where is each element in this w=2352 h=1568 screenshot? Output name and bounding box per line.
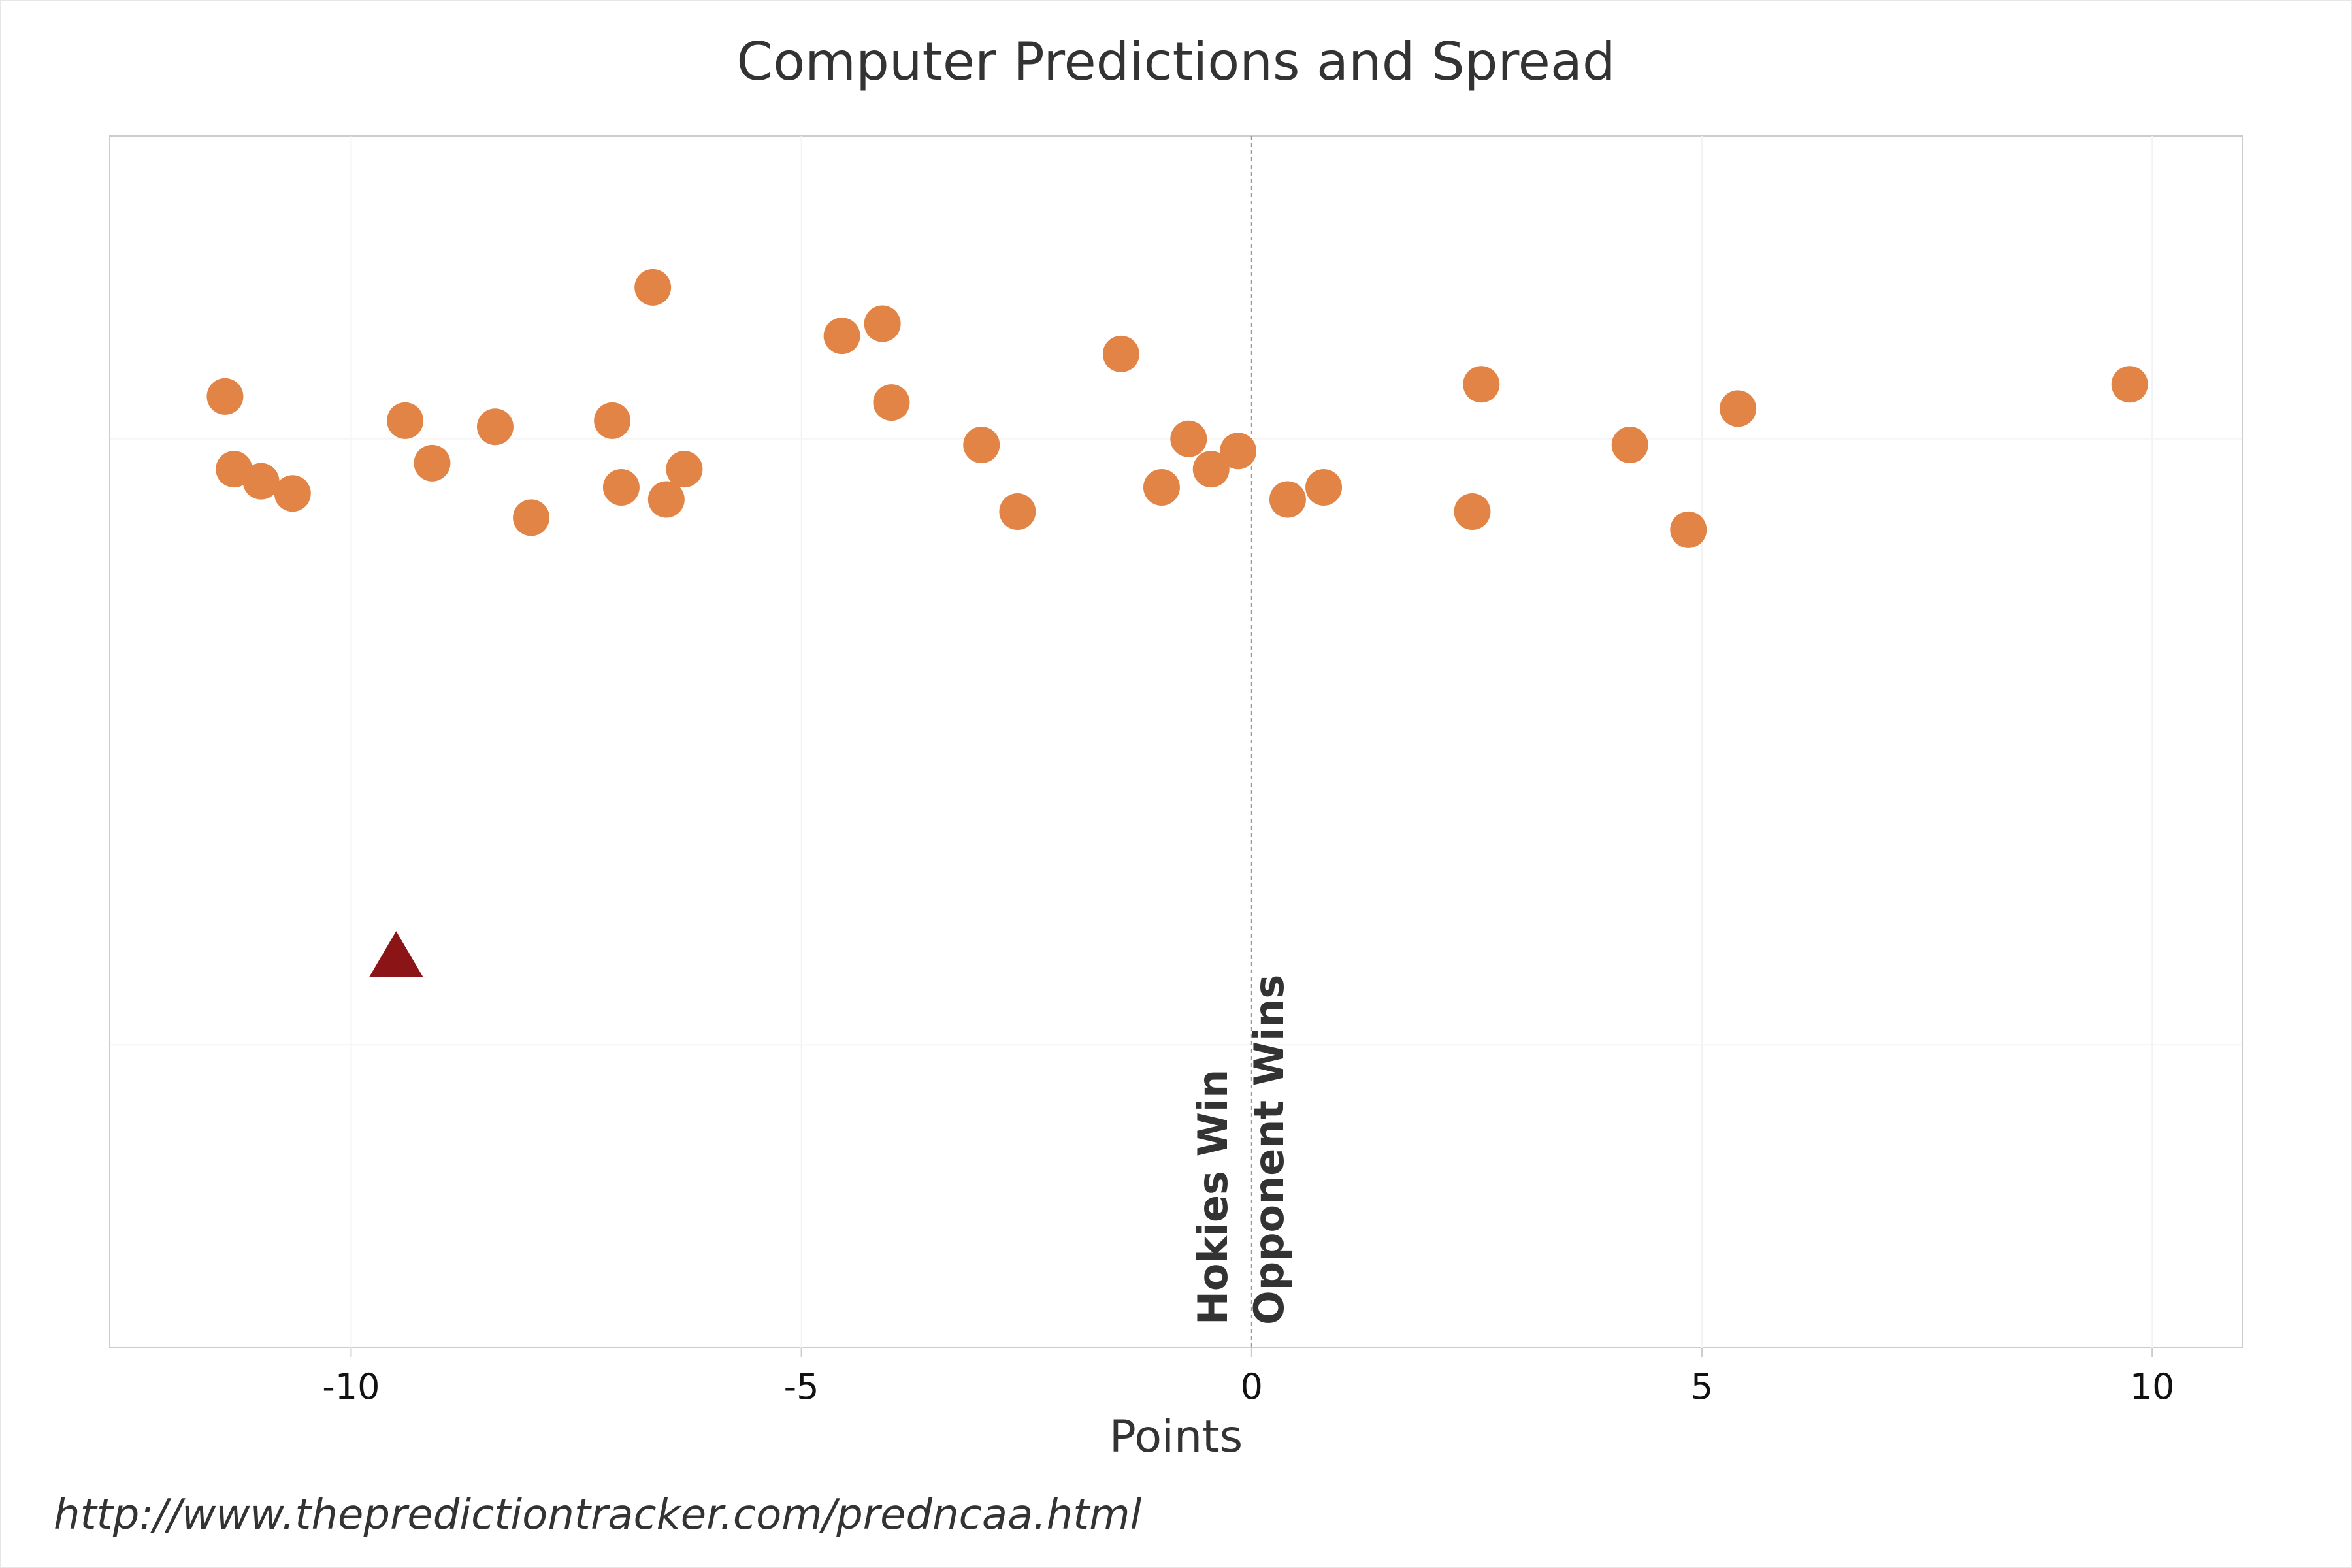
data-point	[1220, 433, 1257, 470]
x-tick-label: -5	[784, 1366, 819, 1407]
data-point	[1611, 427, 1648, 464]
data-point	[1670, 511, 1707, 548]
source-url[interactable]: http://www.thepredictiontracker.com/pred…	[54, 1491, 1142, 1539]
plot-area-border	[109, 135, 2243, 1348]
data-point	[2111, 366, 2148, 403]
data-point	[1102, 335, 1139, 372]
data-point	[1463, 366, 1500, 403]
data-point	[476, 408, 514, 446]
x-tick-label: -10	[322, 1366, 380, 1407]
data-point	[647, 481, 685, 518]
data-point	[963, 427, 1000, 464]
spread-marker	[369, 931, 423, 977]
data-point	[864, 305, 901, 342]
data-point	[1170, 420, 1207, 457]
data-point	[1720, 390, 1757, 427]
data-point	[999, 493, 1036, 531]
data-point	[594, 402, 631, 439]
data-point	[242, 463, 280, 500]
data-point	[823, 318, 860, 355]
data-point	[1143, 468, 1180, 506]
data-point	[602, 468, 640, 506]
data-point	[274, 475, 311, 512]
x-axis-title: Points	[1109, 1411, 1243, 1463]
data-point	[513, 499, 550, 536]
data-point	[387, 402, 424, 439]
data-point	[1192, 451, 1230, 488]
chart-title: Computer Predictions and Spread	[736, 31, 1616, 92]
x-tick-label: 0	[1241, 1366, 1263, 1407]
data-point	[873, 384, 910, 421]
x-tick-label: 10	[2130, 1366, 2175, 1407]
x-tick-label: 5	[1691, 1366, 1713, 1407]
data-point	[634, 269, 672, 306]
data-point	[1454, 493, 1491, 531]
data-point	[1269, 481, 1306, 518]
data-point	[414, 444, 451, 482]
annotation-hokies-win: Hokies Win	[1189, 1070, 1237, 1325]
data-point	[206, 378, 244, 415]
annotation-opponent-wins: Opponent Wins	[1245, 975, 1293, 1325]
data-point	[666, 451, 703, 488]
data-point	[1305, 468, 1343, 506]
